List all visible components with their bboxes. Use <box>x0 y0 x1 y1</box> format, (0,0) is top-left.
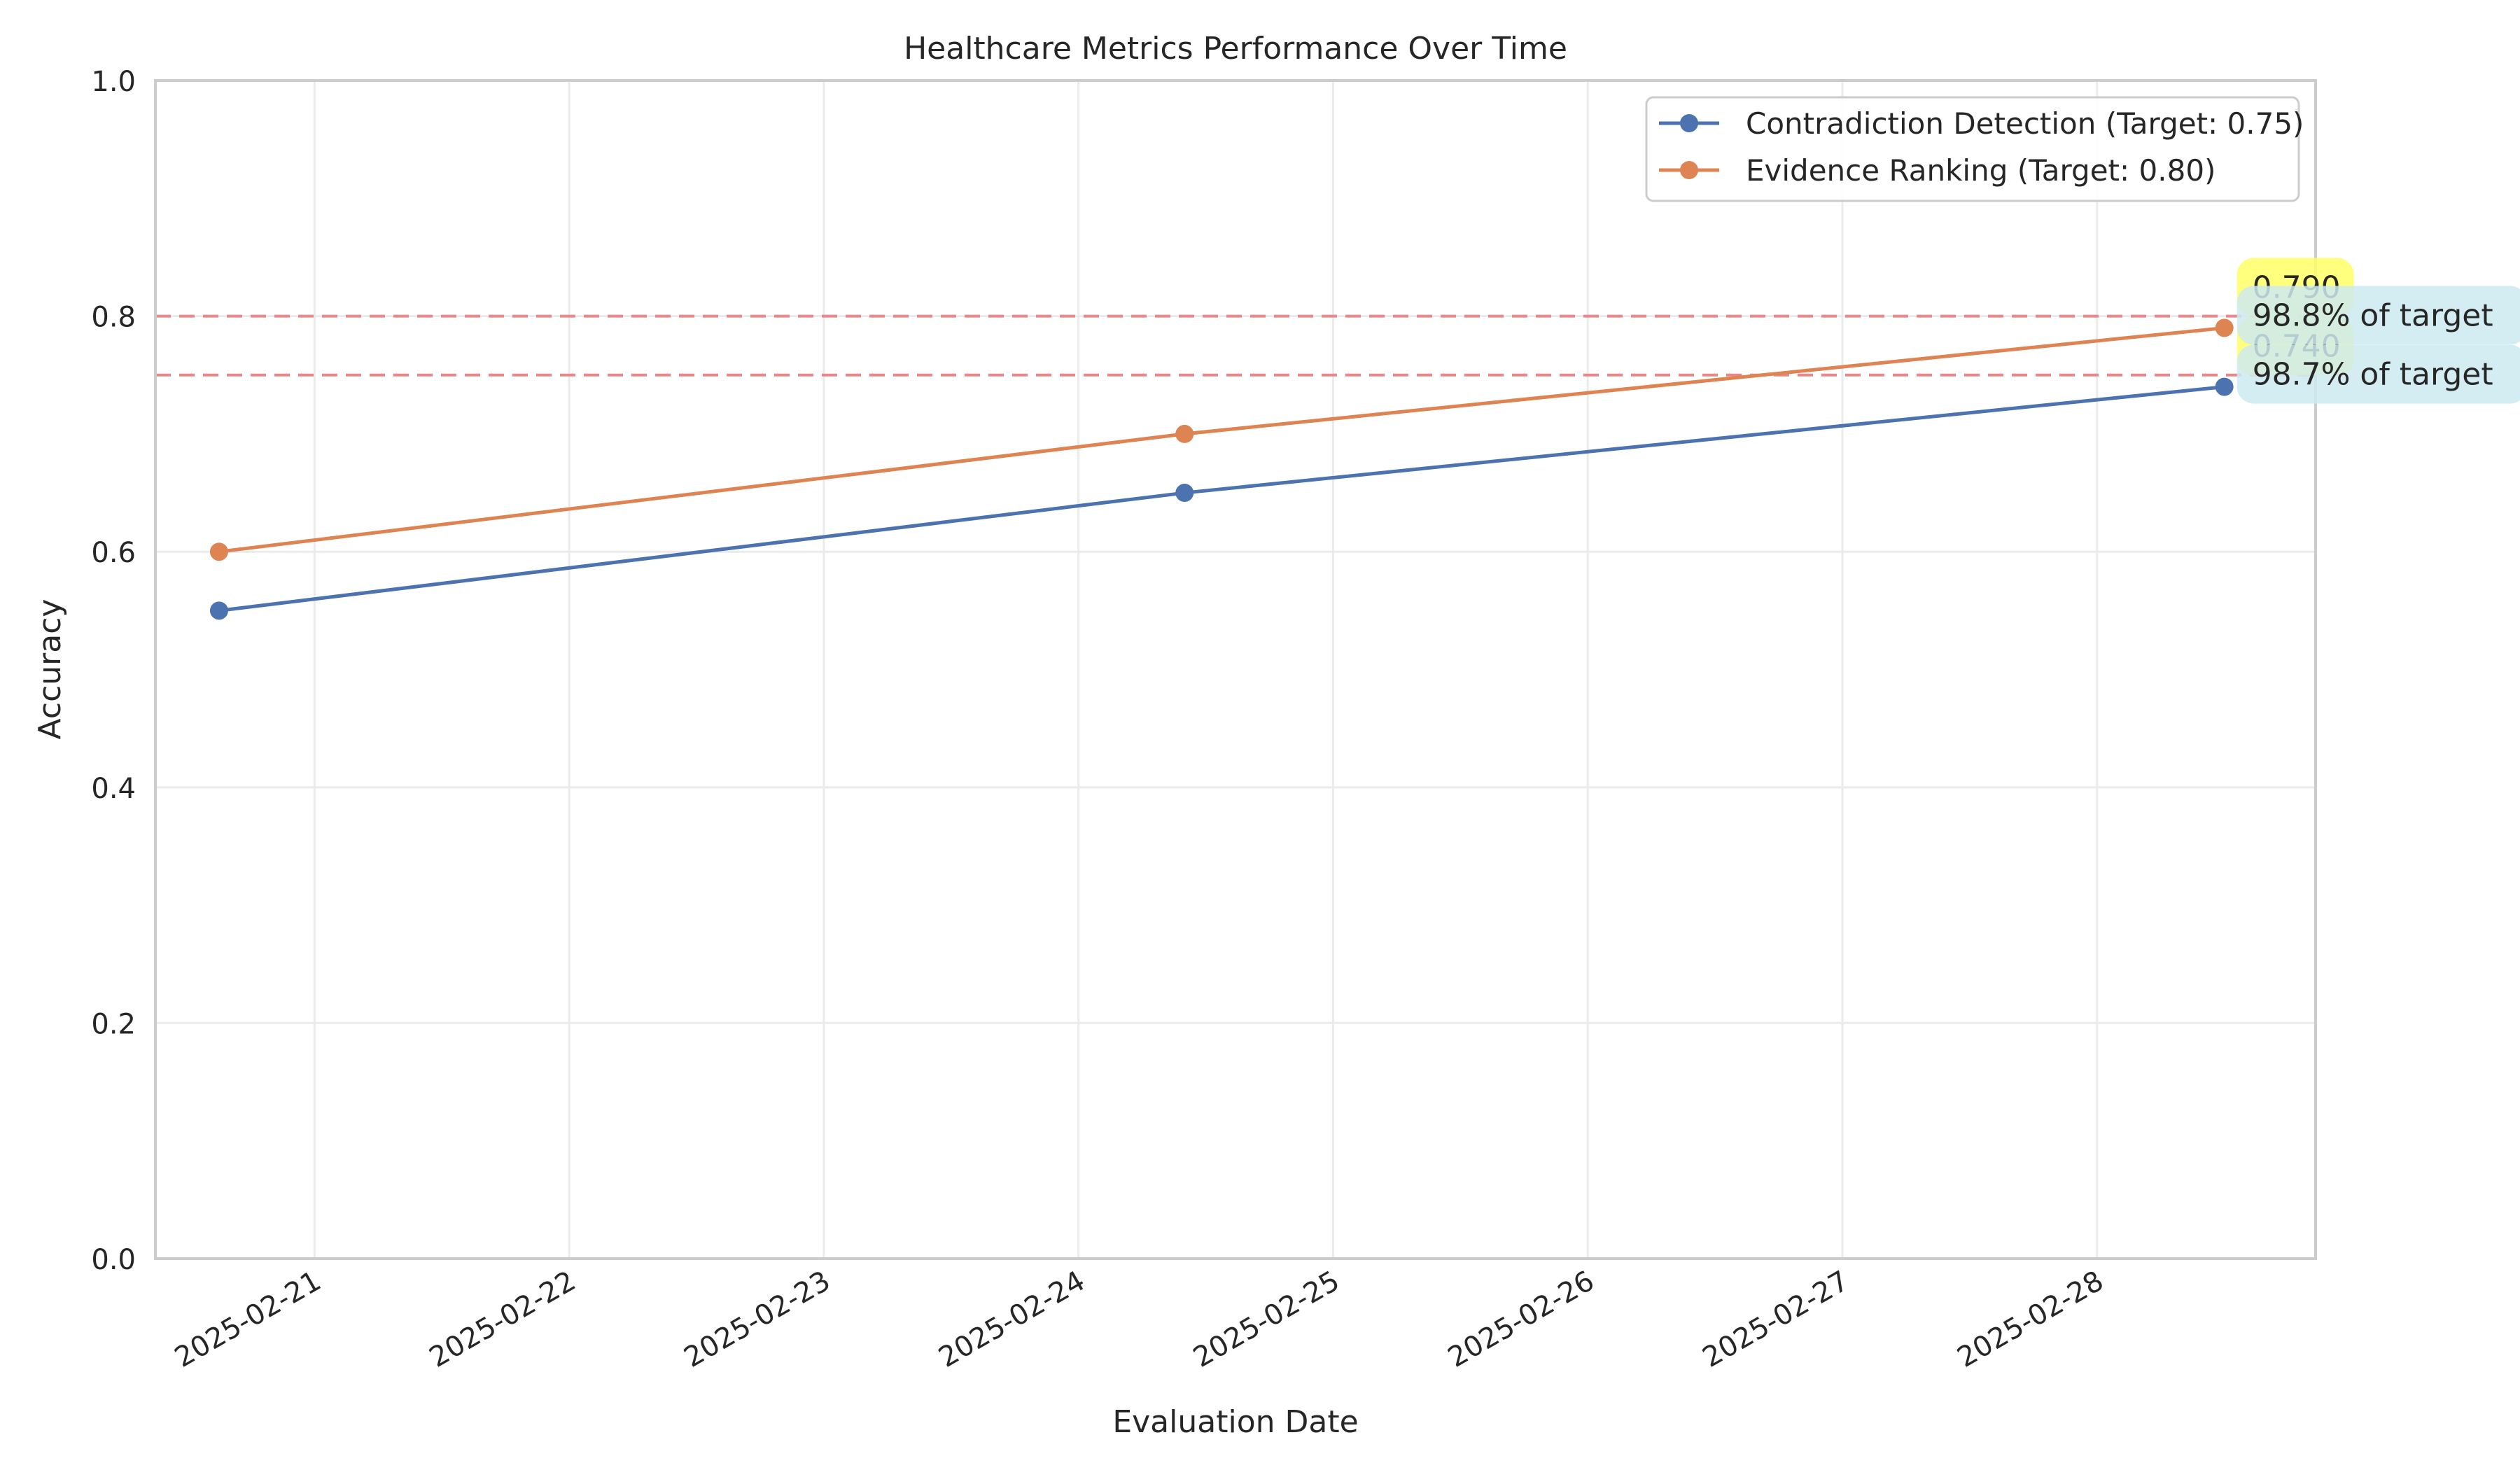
legend-swatch-marker <box>1680 114 1698 132</box>
legend-frame <box>1645 96 2300 202</box>
y-tick-label: 1.0 <box>91 66 136 98</box>
target-lines <box>155 314 2316 377</box>
annotation-text: 98.8% of target <box>2253 298 2493 333</box>
legend-swatch-marker <box>1680 161 1698 179</box>
data-point <box>209 601 228 620</box>
percent-annotation: 98.8% of target <box>2236 286 2520 345</box>
annotation-box <box>2236 286 2520 345</box>
y-tick-label: 0.8 <box>91 302 136 334</box>
plot-frame <box>154 79 2317 1260</box>
data-point <box>1175 484 1194 503</box>
legend-label: Evidence Ranking (Target: 0.80) <box>1746 153 2216 188</box>
y-tick-label: 0.6 <box>91 537 136 569</box>
annotation-box <box>2236 344 2520 404</box>
annotation-text: 98.7% of target <box>2253 357 2493 393</box>
legend-label: Contradiction Detection (Target: 0.75) <box>1746 106 2304 141</box>
y-tick-label: 0.4 <box>91 773 136 805</box>
series-layer <box>209 318 2234 620</box>
data-point <box>1175 424 1194 443</box>
y-axis-label: Accuracy <box>32 599 68 740</box>
y-tick-label: 0.0 <box>91 1244 136 1276</box>
data-point <box>2215 377 2234 396</box>
chart-title: Healthcare Metrics Performance Over Time <box>904 31 1567 66</box>
data-point <box>2215 318 2234 337</box>
percent-annotation: 98.7% of target <box>2236 344 2520 404</box>
data-point <box>209 542 228 561</box>
y-tick-label: 0.2 <box>91 1008 136 1040</box>
x-axis-label: Evaluation Date <box>1112 1404 1358 1440</box>
legend: Contradiction Detection (Target: 0.75) Ev… <box>1645 96 2304 202</box>
